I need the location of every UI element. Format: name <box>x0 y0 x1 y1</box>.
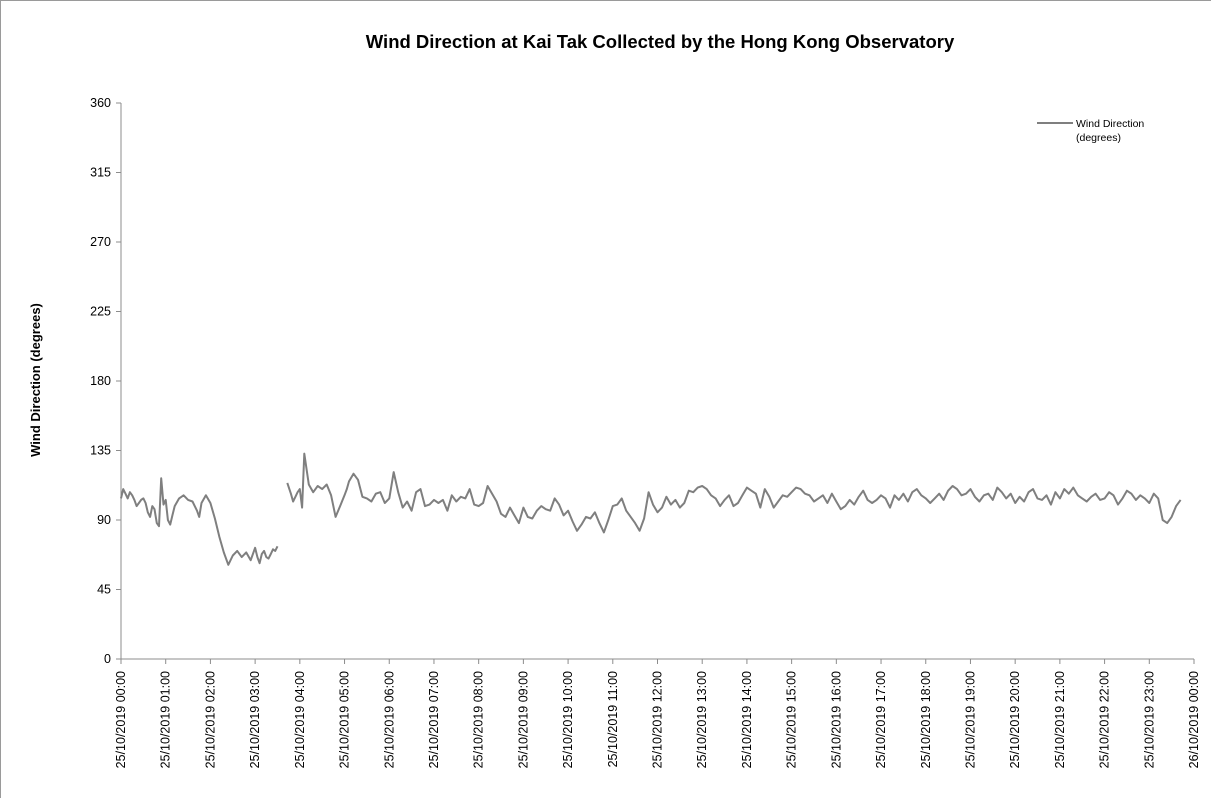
y-tick-label: 0 <box>104 652 111 666</box>
x-tick-label: 25/10/2019 21:00 <box>1053 671 1067 768</box>
x-tick-label: 25/10/2019 19:00 <box>963 671 977 768</box>
y-tick-label: 45 <box>97 583 111 597</box>
y-tick-label: 225 <box>90 305 111 319</box>
y-tick-label: 180 <box>90 374 111 388</box>
y-tick-label: 90 <box>97 513 111 527</box>
x-tick-label: 25/10/2019 11:00 <box>606 671 620 767</box>
x-tick-label: 25/10/2019 12:00 <box>651 671 665 768</box>
x-tick-label: 25/10/2019 07:00 <box>427 671 441 768</box>
chart-title: Wind Direction at Kai Tak Collected by t… <box>366 31 955 52</box>
x-tick-label: 25/10/2019 09:00 <box>516 671 530 768</box>
legend-label: Wind Direction <box>1076 118 1144 130</box>
y-tick-label: 360 <box>90 96 111 110</box>
x-tick-label: 25/10/2019 16:00 <box>829 671 843 768</box>
y-tick-label: 315 <box>90 166 111 180</box>
x-tick-label: 25/10/2019 20:00 <box>1008 671 1022 768</box>
x-tick-label: 25/10/2019 13:00 <box>695 671 709 768</box>
x-tick-label: 25/10/2019 22:00 <box>1098 671 1112 768</box>
x-tick-label: 25/10/2019 05:00 <box>338 671 352 768</box>
legend-label: (degrees) <box>1076 132 1121 144</box>
x-tick-label: 25/10/2019 02:00 <box>203 671 217 768</box>
series-line-segment <box>120 477 279 566</box>
y-axis-label: Wind Direction (degrees) <box>28 303 43 457</box>
x-tick-label: 25/10/2019 10:00 <box>561 671 575 768</box>
legend: Wind Direction (degrees) <box>1037 118 1144 144</box>
y-tick-label: 270 <box>90 235 111 249</box>
x-tick-label: 25/10/2019 01:00 <box>159 671 173 768</box>
x-tick-label: 25/10/2019 03:00 <box>248 671 262 768</box>
x-tick-label: 25/10/2019 17:00 <box>874 671 888 768</box>
series-group <box>120 452 1182 566</box>
y-axis: 0 45 90 135 180 225 270 315 360 <box>90 96 122 666</box>
series-line-segment <box>286 452 1182 534</box>
y-tick-label: 135 <box>90 444 111 458</box>
x-tick-label: 26/10/2019 00:00 <box>1187 671 1201 768</box>
x-tick-label: 25/10/2019 18:00 <box>919 671 933 768</box>
x-tick-label: 25/10/2019 23:00 <box>1142 671 1156 768</box>
x-tick-label: 25/10/2019 00:00 <box>114 671 128 768</box>
x-tick-label: 25/10/2019 15:00 <box>785 671 799 768</box>
x-tick-label: 25/10/2019 08:00 <box>472 671 486 768</box>
x-tick-label: 25/10/2019 04:00 <box>293 671 307 768</box>
x-axis: 25/10/2019 00:00 25/10/2019 01:00 25/10/20… <box>114 658 1201 768</box>
x-tick-label: 25/10/2019 14:00 <box>740 671 754 768</box>
x-tick-label: 25/10/2019 06:00 <box>382 671 396 768</box>
